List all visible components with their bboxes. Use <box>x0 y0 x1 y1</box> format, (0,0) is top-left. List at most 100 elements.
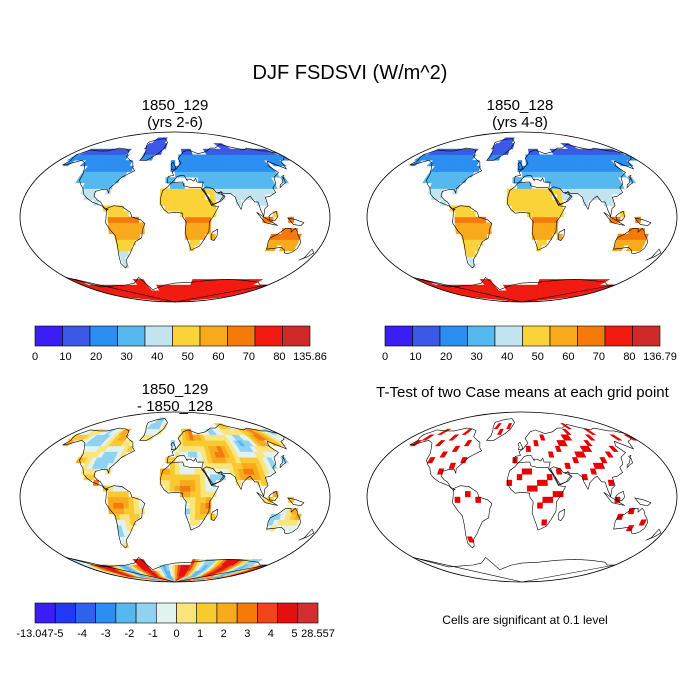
map-1-cell <box>200 199 206 206</box>
map-2-cell <box>471 233 478 240</box>
map-1-cell <box>189 239 196 246</box>
map-3-cell <box>179 474 186 481</box>
map-1-cell <box>171 284 176 291</box>
colorbar-3-box <box>236 602 258 624</box>
map-1-cell <box>117 216 124 223</box>
map-2-cell <box>552 216 559 223</box>
map-3-coast-northamerica <box>62 427 136 491</box>
map-3-cell <box>164 468 171 475</box>
map-2-cell <box>526 205 533 212</box>
map-1-coast <box>62 138 315 303</box>
map-2-coast-antarctica <box>412 276 616 303</box>
map-3-coast-southamerica <box>105 485 146 549</box>
map-4-cell <box>552 491 559 498</box>
map-1-cell <box>179 205 186 212</box>
map-3-cell <box>187 428 193 435</box>
map-1-cell <box>113 228 120 235</box>
map-2-cell <box>546 194 553 201</box>
map-1-cell <box>185 205 191 212</box>
map-4-coast <box>409 418 662 583</box>
map-1-cell <box>200 211 207 218</box>
map-1-cell <box>169 199 176 206</box>
map-4-coast-newguinea <box>634 497 652 506</box>
map-4-cell <box>542 496 549 503</box>
map-2-cell <box>454 211 461 218</box>
map-1-cell <box>195 216 202 223</box>
map-3-cell <box>126 445 134 452</box>
map-2-cell <box>541 188 548 195</box>
map-4-cell <box>616 513 624 520</box>
map-1-coast-madagascar <box>210 228 218 241</box>
map-2-cell <box>536 188 543 195</box>
map-3-cell <box>189 474 196 481</box>
map-3-cell <box>169 462 176 469</box>
map-3-cell <box>174 468 181 475</box>
map-2-cell <box>536 233 543 240</box>
map-4-cell <box>604 451 614 458</box>
map-4-cell <box>461 428 473 435</box>
panel-1-subtitle: (yrs 2-6) <box>147 114 203 131</box>
map-3-cell <box>194 468 201 475</box>
colorbar-2-box <box>522 325 551 347</box>
map-2-cell <box>521 188 528 195</box>
map-3-cell <box>194 513 201 520</box>
map-4-cell <box>539 434 546 441</box>
map-1-cell <box>200 228 206 235</box>
colorbar-1: 0 10 20 30 40 50 60 70 80 135.86 <box>32 325 327 363</box>
panel-2-title: 1850_128 (yrs 4-8) <box>405 97 635 131</box>
map-3-coast-africa <box>160 461 220 531</box>
map-3-cell <box>174 479 181 486</box>
map-3-coast-madagascar <box>210 508 218 521</box>
map-3-cell <box>171 564 176 571</box>
map-3-cell <box>190 502 196 509</box>
map-4-coast-antarctica <box>412 556 616 583</box>
map-3-cell <box>189 519 196 526</box>
colorbar-3-tick-label: -4 <box>77 628 87 640</box>
map-1-cell <box>210 205 217 212</box>
map-3-cell <box>190 485 196 492</box>
map-2-cell <box>521 205 528 212</box>
map-1-cell <box>128 216 134 223</box>
colorbar-3-box <box>216 602 238 624</box>
map-1-cell <box>112 222 119 229</box>
map-2-cell <box>542 199 548 206</box>
map-3-cell <box>184 474 191 481</box>
colorbar-3-tick-label: 5 <box>291 628 297 640</box>
map-4-fill <box>409 423 647 543</box>
map-2-cell <box>465 222 472 229</box>
map-3-cell <box>195 479 201 486</box>
map-3-coast-newguinea <box>287 497 305 506</box>
map-4-coast-southamerica <box>452 485 493 549</box>
colorbar-3-tick-label: -2 <box>124 628 134 640</box>
map-3-cell <box>200 496 207 503</box>
map-4-cell <box>439 451 449 458</box>
map-panel-4 <box>366 411 678 583</box>
map-3-cell <box>200 508 206 515</box>
map-3-cell <box>200 485 207 492</box>
map-2-cell <box>557 205 564 212</box>
map-4-cell <box>547 451 555 458</box>
map-1-cell <box>200 222 207 229</box>
colorbar-1-box <box>34 325 63 347</box>
map-3-cell <box>117 496 124 503</box>
map-1-cell <box>169 188 176 195</box>
map-4-coast-nz <box>645 528 662 541</box>
map-1-coast-japan <box>279 174 286 189</box>
map-2-cell <box>537 205 543 212</box>
map-1-cell <box>174 182 181 189</box>
map-3-cell <box>185 491 191 498</box>
map-3-coast <box>62 418 315 583</box>
panel-3-title: 1850_129 - 1850_128 <box>60 381 290 415</box>
map-4-cell <box>571 457 580 464</box>
map-1-cell <box>169 194 176 201</box>
map-2-cell <box>532 205 538 212</box>
map-3-cell <box>195 508 201 515</box>
map-2-cell <box>536 199 543 206</box>
map-1-coast-arabia <box>202 186 224 206</box>
map-2-cell <box>459 205 466 212</box>
colorbar-1-tick-label: 70 <box>243 351 255 363</box>
map-1-cell <box>123 216 129 223</box>
map-1-cell <box>189 228 196 235</box>
map-1-cell <box>185 211 191 218</box>
map-1-cell <box>214 194 221 201</box>
